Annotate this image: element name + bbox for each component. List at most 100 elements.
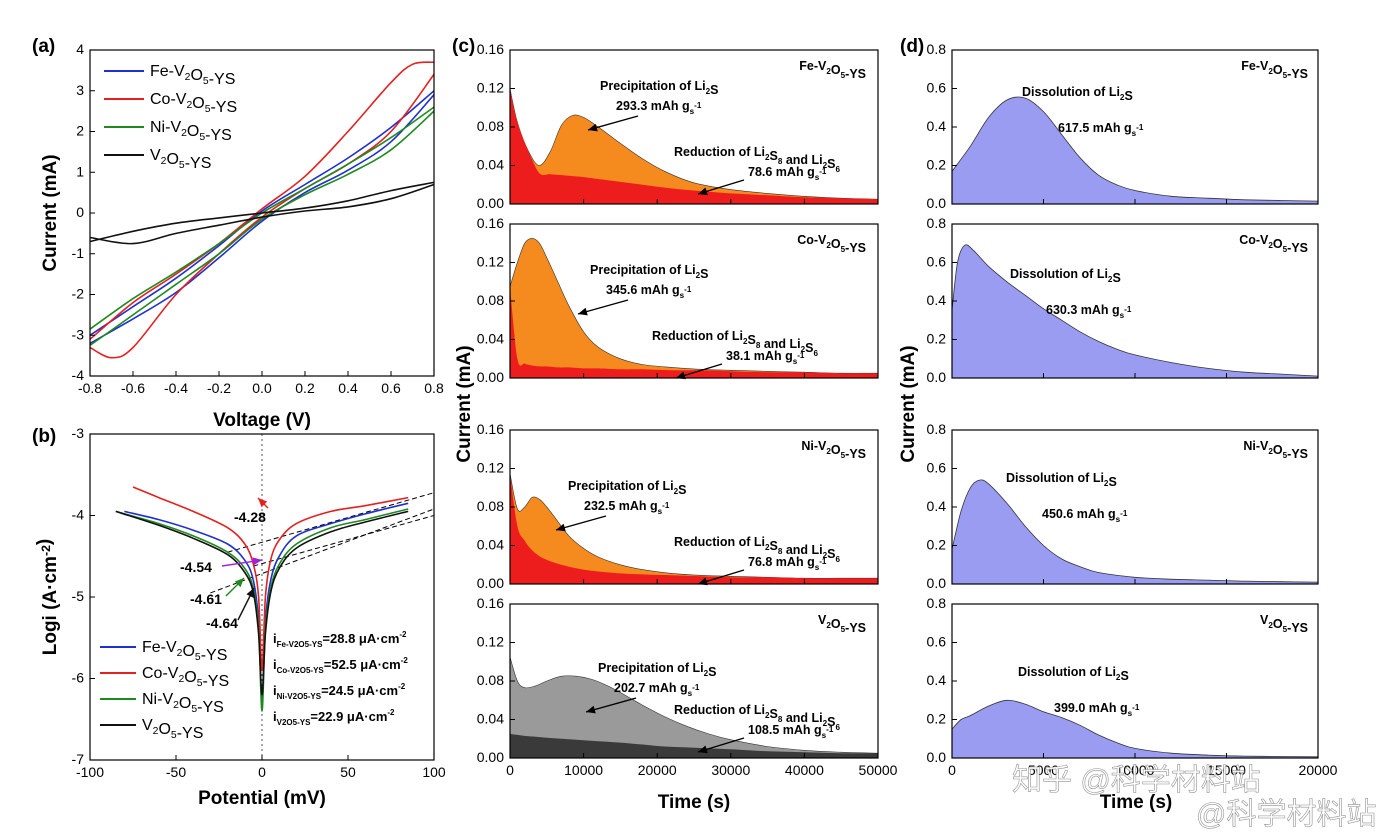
cv-curve-lower: [89, 73, 435, 359]
reduction-area: [510, 473, 878, 584]
panel-c-ytick-label: 0.16: [477, 595, 504, 611]
panel-d-ytick-label: 0.2: [927, 157, 947, 173]
panel-c-ytick-label: 0.04: [477, 711, 504, 727]
panel-a: -0.8 -0.6 -0.4 -0.2 0.0 0.2 0.4 0.6 0.8 -4 -3 -2 -1 0…: [32, 36, 444, 431]
legend-entry: Ni-V2O5-YS: [142, 691, 224, 716]
reduction-area: [510, 88, 878, 204]
panel-c-ylabel: Current (mA): [454, 345, 475, 462]
cv-curve-upper: [89, 181, 435, 243]
tafel-annotation: -4.61: [190, 591, 222, 607]
precipitation-capacity: 202.7 mAh gs-1: [614, 681, 700, 698]
panel-d-xtick-label: 15000: [1207, 762, 1246, 778]
panel-c-xtick-label: 10000: [564, 762, 603, 778]
reduction-label: Reduction of Li2S8 and Li2S6: [674, 535, 840, 564]
panel-d-ytick-label: 0.2: [927, 711, 947, 727]
panel-d-ytick-label: 0.0: [927, 369, 947, 385]
subplot-title: Fe-V2O5-YS: [799, 59, 866, 81]
panel-d-ytick-label: 0.0: [927, 195, 947, 211]
panel-a-ytick-label: 1: [76, 163, 84, 179]
panel-a-xtick-label: -0.4: [164, 380, 188, 396]
panel-c-ytick-label: 0.16: [477, 421, 504, 437]
panel-d: 0.0 0.2 0.4 0.6 0.8 Fe-V2O5-YS Dissolution of …: [898, 36, 1338, 813]
panel-c-subplot: 0.00 0.04 0.08 0.12 0.16 Fe-V2O5-YS Precipitat…: [477, 41, 879, 211]
panel-c-ytick-label: 0.08: [477, 498, 504, 514]
annotation-arrow-head: [698, 577, 708, 586]
cv-curve-upper: [89, 61, 435, 340]
corrosion-current: iFe-V2O5-YS=28.8 μA·cm-2: [273, 630, 407, 649]
panel-d-xtick-label: 10000: [1116, 762, 1155, 778]
panel-d-ytick-label: 0.4: [927, 498, 947, 514]
panel-d-ytick-label: 0.8: [927, 421, 947, 437]
annotation-arrow-head: [252, 557, 262, 566]
panel-d-ytick-label: 0.4: [927, 118, 947, 134]
annotation-arrow-head: [246, 588, 254, 598]
panel-d-ytick-label: 0.8: [927, 595, 947, 611]
panel-a-ytick-label: -4: [72, 367, 85, 383]
panel-c-ytick-label: 0.16: [477, 41, 504, 57]
corrosion-current: iCo-V2O5-YS=52.5 μA·cm-2: [273, 656, 408, 675]
subplot-title: V2O5-YS: [1260, 613, 1308, 635]
panel-a-ytick-label: 3: [76, 82, 84, 98]
legend-entry: Ni-V2O5-YS: [150, 119, 232, 144]
panel-a-xtick-label: -0.8: [78, 380, 102, 396]
dissolution-label: Dissolution of Li2S: [1022, 85, 1133, 103]
panel-c-xtick-label: 30000: [711, 762, 750, 778]
panel-a-ytick-label: 0: [76, 204, 84, 220]
panel-b-xtick-label: -100: [76, 764, 104, 780]
watermark-handle: @科学材料站: [1196, 798, 1376, 831]
panel-c-xtick-label: 0: [506, 762, 514, 778]
panel-c: 0.00 0.04 0.08 0.12 0.16 Fe-V2O5-YS Precipitat…: [452, 36, 898, 813]
panel-c-ytick-label: 0.00: [477, 749, 504, 765]
panel-c-ytick-label: 0.08: [477, 118, 504, 134]
panel-d-subplot: 0.0 0.2 0.4 0.6 0.8 Ni-V2O5-YS Dissolution of …: [927, 421, 1319, 591]
reduction-label: Reduction of Li2S8 and Li2S6: [652, 329, 818, 358]
panel-a-ytick-label: -2: [72, 286, 85, 302]
dissolution-capacity: 630.3 mAh gs-1: [1046, 303, 1132, 320]
precipitation-label: Precipitation of Li2S: [598, 661, 716, 679]
subplot-title: Co-V2O5-YS: [1239, 233, 1308, 255]
panel-b-xtick-label: -50: [166, 764, 186, 780]
subplot-title: Fe-V2O5-YS: [1241, 59, 1308, 81]
panel-a-ytick-label: 2: [76, 123, 84, 139]
corrosion-current: iV2O5-YS=22.9 μA·cm-2: [273, 708, 395, 727]
panel-c-ytick-label: 0.12: [477, 460, 504, 476]
legend-entry: Co-V2O5-YS: [142, 665, 229, 690]
panel-d-ytick-label: 0.4: [927, 292, 947, 308]
panel-c-subplot: 0 10000 20000 30000 40000 50000 0.00 0.04 0.08 0.…: [477, 595, 898, 778]
panel-c-ytick-label: 0.00: [477, 195, 504, 211]
panel-c-xtick-label: 20000: [638, 762, 677, 778]
dissolution-capacity: 450.6 mAh gs-1: [1042, 507, 1128, 524]
tafel-curve: [115, 510, 409, 696]
legend-entry: Fe-V2O5-YS: [142, 639, 227, 664]
panel-c-ytick-label: 0.00: [477, 575, 504, 591]
corrosion-current: iNi-V2O5-YS=24.5 μA·cm-2: [273, 682, 406, 701]
panel-c-ytick-label: 0.00: [477, 369, 504, 385]
panel-d-subplot: 0.0 0.2 0.4 0.6 0.8 Fe-V2O5-YS Dissolution of …: [927, 41, 1319, 211]
panel-b-xtick-label: 0: [258, 764, 266, 780]
panel-d-xtick-label: 5000: [1028, 762, 1059, 778]
panel-b-ytick-label: -5: [72, 588, 85, 604]
panel-b-ytick-label: -6: [72, 670, 85, 686]
panel-c-subplot: 0.00 0.04 0.08 0.12 0.16 Ni-V2O5-YS Precipitat…: [477, 421, 879, 591]
annotation-arrow-head: [588, 123, 598, 132]
subplot-title: Ni-V2O5-YS: [801, 439, 866, 461]
panel-c-ytick-label: 0.04: [477, 157, 504, 173]
legend-entry: V2O5-YS: [142, 717, 203, 742]
tafel-curve: [132, 486, 409, 672]
cv-curve-upper: [89, 90, 435, 336]
dissolution-area: [951, 244, 1319, 379]
precipitation-capacity: 293.3 mAh gs-1: [616, 99, 702, 116]
panel-c-ytick-label: 0.04: [477, 331, 504, 347]
cv-curve-lower: [89, 110, 435, 347]
panel-d-ytick-label: 0.8: [927, 215, 947, 231]
panel-d-ytick-label: 0.2: [927, 537, 947, 553]
panel-b-ytick-label: -4: [72, 507, 85, 523]
panel-a-ytick-label: 4: [76, 41, 84, 57]
reduction-capacity: 78.6 mAh gs-1: [748, 165, 827, 182]
dissolution-capacity: 617.5 mAh gs-1: [1058, 121, 1144, 138]
precipitation-label: Precipitation of Li2S: [590, 263, 708, 281]
panel-a-xlabel: Voltage (V): [213, 410, 311, 431]
panel-c-ytick-label: 0.12: [477, 80, 504, 96]
panel-c-subplot: 0.00 0.04 0.08 0.12 0.16 Co-V2O5-YS Precipitat…: [477, 215, 879, 385]
